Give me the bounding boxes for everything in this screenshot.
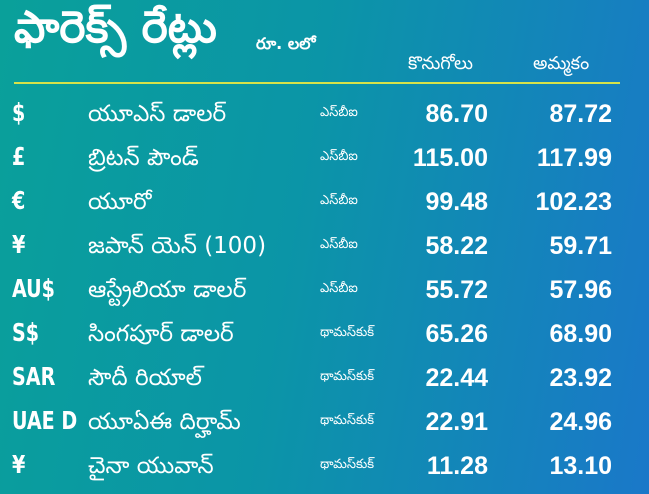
currency-name: యూఏఈ దిర్హామ్ — [88, 409, 241, 435]
page-title: ఫారెక్స్ రేట్లు — [14, 2, 217, 53]
rate-row: S$ సింగపూర్ డాలర్ థామస్‌కుక్ 65.26 68.90 — [0, 312, 649, 356]
rate-source: థామస్‌కుక్ — [320, 325, 375, 340]
currency-symbol: UAE D — [12, 406, 78, 435]
header-divider — [14, 82, 620, 84]
rate-source: ఎస్‌బీఐ — [320, 105, 358, 120]
rate-source: ఎస్‌బీఐ — [320, 281, 358, 296]
buy-column-header: కొనుగోలు — [408, 53, 473, 74]
currency-name: ఆస్ట్రేలియా డాలర్ — [88, 277, 247, 303]
buy-rate: 22.44 — [425, 364, 488, 392]
rate-row: $ యూఎస్ డాలర్ ఎస్‌బీఐ 86.70 87.72 — [0, 92, 649, 136]
rate-source: ఎస్‌బీఐ — [320, 193, 358, 208]
sell-rate: 24.96 — [549, 408, 612, 436]
currency-name: యూఎస్ డాలర్ — [88, 101, 227, 127]
currency-name: జపాన్ యెన్ (100) — [88, 233, 267, 259]
currency-symbol: $ — [12, 98, 26, 127]
sell-rate: 59.71 — [549, 232, 612, 260]
rate-row: ¥ చైనా యువాన్ థామస్‌కుక్ 11.28 13.10 — [0, 444, 649, 488]
sell-rate: 117.99 — [536, 144, 612, 172]
currency-name: చైనా యువాన్ — [88, 453, 214, 479]
rate-row: £ బ్రిటన్ పౌండ్ ఎస్‌బీఐ 115.00 117.99 — [0, 136, 649, 180]
currency-symbol: SAR — [12, 362, 56, 391]
currency-symbol: ¥ — [12, 230, 26, 259]
unit-label: రూ. లలో — [256, 34, 316, 53]
sell-column-header: అమ్మకం — [533, 53, 590, 74]
rate-source: థామస్‌కుక్ — [320, 413, 375, 428]
buy-rate: 99.48 — [425, 188, 488, 216]
currency-symbol: £ — [12, 142, 26, 171]
currency-name: సింగపూర్ డాలర్ — [88, 321, 234, 347]
buy-rate: 115.00 — [412, 144, 488, 172]
rate-source: థామస్‌కుక్ — [320, 457, 375, 472]
rate-row: SAR సౌదీ రియాల్ థామస్‌కుక్ 22.44 23.92 — [0, 356, 649, 400]
rate-source: ఎస్‌బీఐ — [320, 237, 358, 252]
rate-row: AU$ ఆస్ట్రేలియా డాలర్ ఎస్‌బీఐ 55.72 57.9… — [0, 268, 649, 312]
sell-rate: 23.92 — [549, 364, 612, 392]
buy-rate: 58.22 — [425, 232, 488, 260]
buy-rate: 11.28 — [426, 452, 488, 480]
currency-name: బ్రిటన్ పౌండ్ — [88, 145, 199, 171]
currency-symbol: ¥ — [12, 450, 26, 479]
currency-symbol: € — [12, 186, 26, 215]
sell-rate: 102.23 — [535, 188, 612, 216]
buy-rate: 55.72 — [425, 276, 488, 304]
sell-rate: 13.10 — [549, 452, 612, 480]
buy-rate: 86.70 — [425, 100, 488, 128]
sell-rate: 68.90 — [549, 320, 612, 348]
buy-rate: 22.91 — [425, 408, 488, 436]
currency-name: యూరో — [88, 189, 152, 215]
buy-rate: 65.26 — [425, 320, 488, 348]
rate-source: థామస్‌కుక్ — [320, 369, 375, 384]
rate-source: ఎస్‌బీఐ — [320, 149, 358, 164]
sell-rate: 57.96 — [549, 276, 612, 304]
rate-row: UAE D యూఏఈ దిర్హామ్ థామస్‌కుక్ 22.91 24.… — [0, 400, 649, 444]
currency-symbol: AU$ — [12, 274, 55, 303]
sell-rate: 87.72 — [549, 100, 612, 128]
currency-name: సౌదీ రియాల్ — [88, 365, 202, 391]
currency-symbol: S$ — [12, 318, 40, 347]
rate-row: ¥ జపాన్ యెన్ (100) ఎస్‌బీఐ 58.22 59.71 — [0, 224, 649, 268]
rate-row: € యూరో ఎస్‌బీఐ 99.48 102.23 — [0, 180, 649, 224]
